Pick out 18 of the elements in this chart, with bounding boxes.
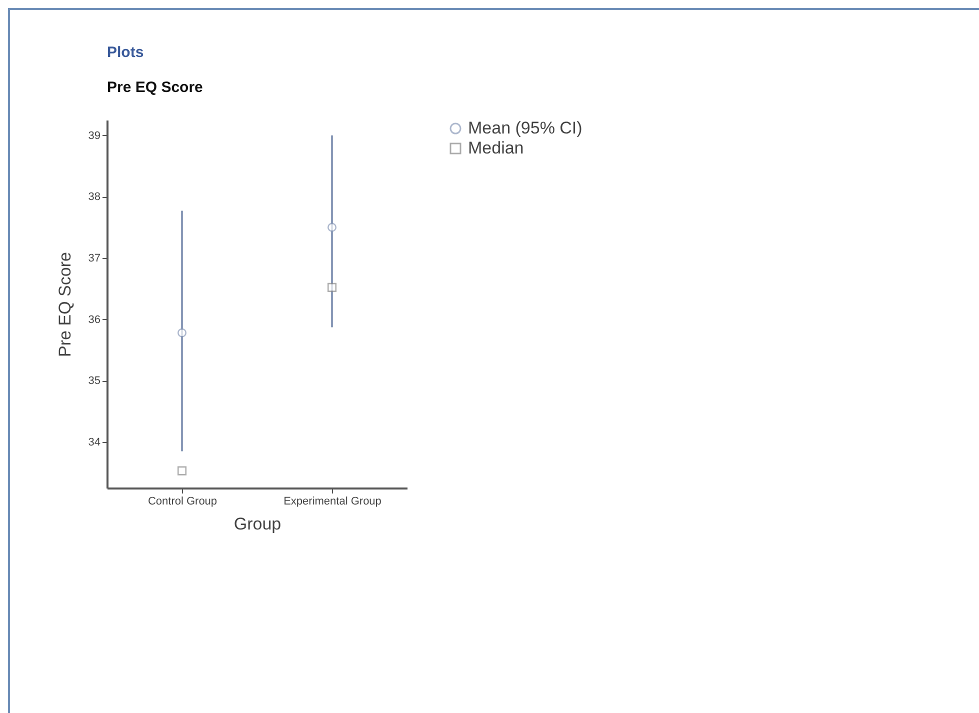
legend-label: Median: [468, 138, 524, 158]
x-tick-label: Control Group: [148, 496, 218, 508]
y-axis-title: Pre EQ Score: [55, 252, 74, 357]
point: [177, 328, 187, 338]
y-tick-label: 35: [88, 375, 100, 388]
point: [327, 222, 337, 232]
y-tick-label: 39: [88, 130, 100, 142]
x-axis-title: Group: [234, 514, 282, 534]
point: [177, 466, 187, 476]
chart-title: Plots: [107, 44, 144, 61]
y-tick-label: 34: [88, 436, 100, 448]
x-tick-label: Experimental Group: [284, 496, 382, 508]
point: [327, 282, 337, 292]
y-tick-label: 36: [88, 314, 100, 326]
legend-label: Mean (95% CI): [468, 118, 582, 138]
y-tick-label: 38: [88, 191, 100, 204]
chart-subtitle: Pre EQ Score: [107, 79, 203, 96]
y-tick-label: 37: [88, 252, 100, 264]
